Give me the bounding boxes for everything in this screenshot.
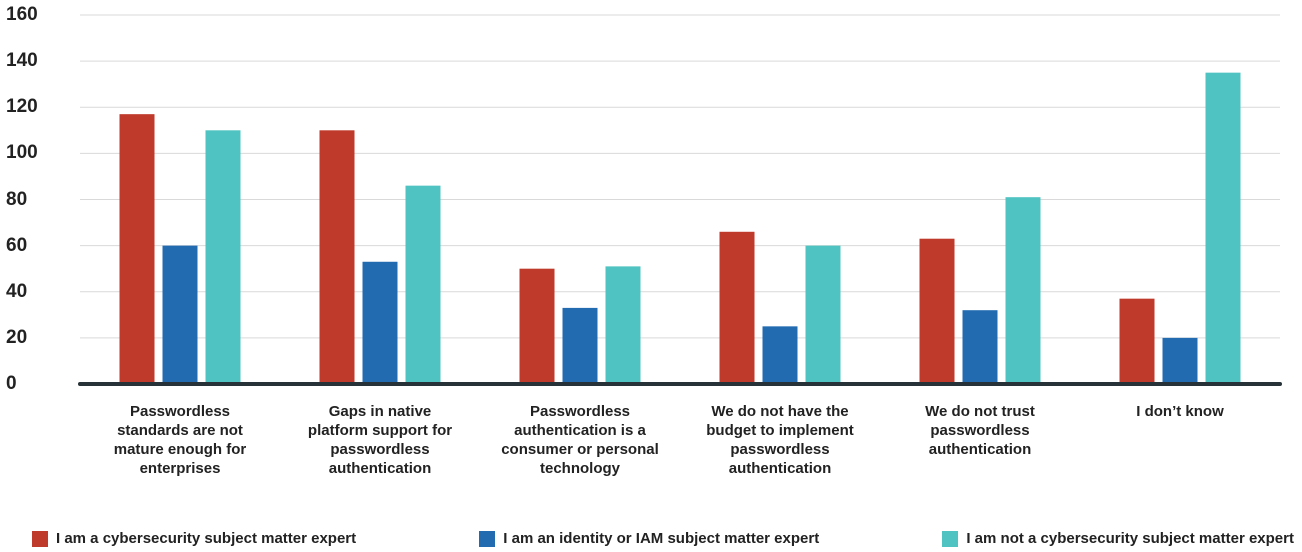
y-tick-label: 0 bbox=[6, 373, 17, 394]
bar bbox=[805, 245, 841, 384]
x-tick-label: Passwordless authentication is a consume… bbox=[501, 403, 659, 477]
y-tick-label: 140 bbox=[6, 50, 38, 72]
x-tick-label: Passwordless standards are not mature en… bbox=[113, 403, 247, 477]
legend-label: I am an identity or IAM subject matter e… bbox=[503, 530, 820, 547]
legend-item: I am not a cybersecurity subject matter … bbox=[942, 530, 1294, 547]
bar bbox=[605, 266, 641, 384]
bar bbox=[562, 307, 598, 384]
bar bbox=[919, 238, 955, 384]
y-tick-label: 120 bbox=[6, 96, 38, 118]
x-tick-label: I don’t know bbox=[1136, 403, 1224, 420]
bar bbox=[1119, 298, 1155, 384]
x-tick-label: We do not have the budget to implement p… bbox=[706, 403, 854, 477]
y-tick-label: 80 bbox=[6, 188, 28, 210]
bar bbox=[119, 114, 155, 384]
bar bbox=[1162, 337, 1198, 384]
bar bbox=[1005, 197, 1041, 384]
y-tick-label: 40 bbox=[6, 280, 28, 302]
bar bbox=[1205, 72, 1241, 384]
bar bbox=[362, 261, 398, 384]
y-tick-label: 100 bbox=[6, 142, 38, 164]
legend-swatch bbox=[942, 530, 959, 547]
y-tick-label: 160 bbox=[6, 4, 38, 25]
bar bbox=[405, 185, 441, 384]
legend-item: I am a cybersecurity subject matter expe… bbox=[32, 530, 356, 547]
legend-label: I am a cybersecurity subject matter expe… bbox=[56, 530, 357, 547]
bar bbox=[762, 326, 798, 384]
legend-swatch bbox=[32, 530, 48, 547]
legend: I am a cybersecurity subject matter expe… bbox=[32, 530, 1294, 547]
legend-label: I am not a cybersecurity subject matter … bbox=[966, 530, 1294, 547]
bar bbox=[519, 268, 555, 384]
bar bbox=[205, 130, 241, 384]
legend-swatch bbox=[479, 530, 496, 547]
bar bbox=[962, 310, 998, 384]
x-tick-label: Gaps in native platform support for pass… bbox=[307, 403, 453, 477]
x-tick-label: We do not trust passwordless authenticat… bbox=[925, 403, 1035, 458]
legend-item: I am an identity or IAM subject matter e… bbox=[479, 530, 819, 547]
bar bbox=[719, 231, 755, 384]
bar bbox=[319, 130, 355, 384]
bar bbox=[162, 245, 198, 384]
y-tick-label: 20 bbox=[6, 326, 28, 348]
y-tick-label: 60 bbox=[6, 234, 28, 256]
